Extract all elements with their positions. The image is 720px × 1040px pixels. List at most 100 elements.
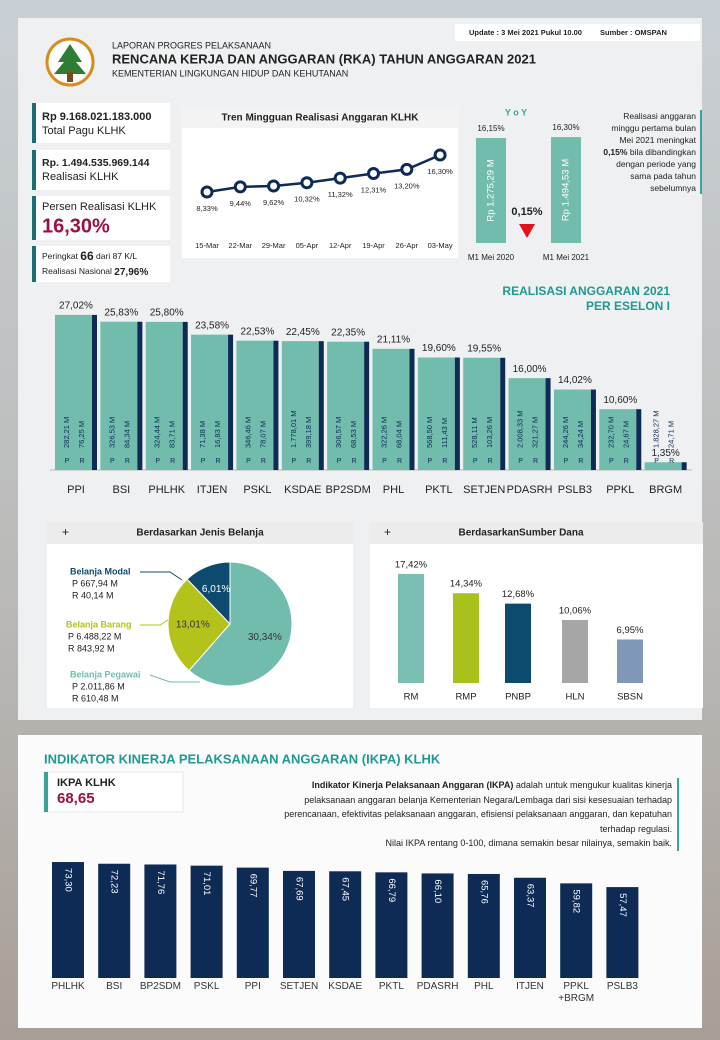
bar — [52, 862, 84, 978]
pagu-label: 2.008,33 M — [516, 410, 525, 448]
bar — [553, 389, 591, 470]
x-tick-label: 12-Apr — [329, 241, 352, 250]
realisasi-label: 16,83 M — [213, 421, 222, 448]
value-label: 73,30 — [62, 868, 73, 892]
value-label: 10,06% — [559, 606, 592, 617]
bar — [236, 340, 274, 470]
bar — [329, 871, 362, 978]
source-panel — [370, 522, 703, 708]
realisasi-letter: R — [669, 458, 674, 465]
realisasi-label: R 843,92 M — [68, 643, 115, 653]
x-tick-label: PHL — [383, 484, 404, 496]
bar — [281, 341, 319, 470]
bar — [398, 573, 424, 683]
x-tick-label: PPKL — [606, 484, 634, 496]
realisasi-letter: R — [624, 458, 629, 465]
value-label: 19,60% — [422, 343, 456, 354]
pagu-letter: P — [201, 458, 206, 465]
realisasi-label: 111,43 M — [440, 418, 449, 448]
note-text: bila dibandingkan dengan periode yang sa… — [616, 147, 696, 193]
ikpa-score: 68,65 — [57, 790, 95, 807]
x-tick-label: RM — [404, 692, 419, 703]
ikpa-label: IKPA KLHK — [57, 777, 116, 789]
x-tick-label: SETJEN — [279, 981, 319, 992]
realisasi-letter: R — [125, 458, 130, 465]
bar-shadow — [273, 340, 279, 470]
bar-shadow — [500, 357, 506, 470]
value-label: 69,77 — [247, 874, 258, 898]
value-label: 63,37 — [524, 884, 535, 908]
bar — [551, 137, 581, 243]
bar-shadow — [454, 357, 460, 470]
pagu-label: 1.778,01 M — [289, 410, 298, 448]
bar — [327, 341, 365, 470]
value-label: 72,23 — [109, 870, 120, 894]
value-label: 21,11% — [377, 334, 410, 345]
yoy-change: 0,15% — [511, 206, 542, 218]
x-tick-label: 22-Mar — [228, 241, 252, 250]
bar-shadow — [182, 321, 188, 470]
value-label: 16,30% — [552, 123, 579, 132]
pagu-label: 528,11 M — [470, 417, 479, 448]
realisasi-label: 68,53 M — [349, 421, 358, 448]
trend-title: Tren Mingguan Realisasi Anggaran KLHK — [222, 113, 420, 124]
value-label: 12,68% — [502, 589, 535, 600]
value-label: 16,00% — [513, 364, 547, 375]
x-tick-label: KSDAE — [328, 981, 363, 992]
x-tick-label: SBSN — [617, 692, 643, 703]
persen-value: 16,30% — [42, 215, 110, 237]
value-label: 19,55% — [467, 343, 501, 354]
value-label: 8,33% — [196, 204, 218, 213]
x-tick-label: PHLHK — [148, 484, 185, 496]
trend-panel — [182, 108, 458, 258]
pie-title: Berdasarkan Jenis Belanja — [136, 528, 264, 539]
x-tick-label: PKTL — [425, 484, 453, 496]
pagu-label: 282,21 M — [62, 417, 71, 448]
bar-shadow — [364, 341, 370, 470]
bar — [190, 865, 223, 978]
x-tick-label: BP2SDM — [326, 484, 371, 496]
value-label: 10,60% — [603, 395, 637, 406]
value-label: 71,76 — [155, 870, 166, 894]
bar-shadow — [137, 321, 143, 470]
bar — [599, 409, 637, 470]
source-title: BerdasarkanSumber Dana — [458, 528, 583, 539]
realisasi-label: 76,25 M — [77, 421, 86, 448]
realisasi-letter: R — [352, 458, 357, 465]
kicker: LAPORAN PROGRES PELAKSANAAN — [112, 40, 271, 50]
value-label: 25,80% — [150, 308, 184, 319]
bar-shadow — [545, 378, 551, 470]
national-label: Realisasi Nasional — [42, 266, 112, 276]
yoy-note: Realisasi anggaran minggu pertama bulan … — [598, 110, 702, 194]
desc-note: Nilai IKPA rentang 0-100, dimana semakin… — [385, 838, 672, 848]
connector — [149, 674, 200, 683]
rank-prefix: Peringkat — [42, 251, 79, 261]
realisasi-label: 34,24 M — [576, 421, 585, 448]
value-label: 59,82 — [571, 889, 582, 913]
bar — [505, 603, 531, 683]
x-tick-label: PPI — [67, 484, 85, 496]
pagu-label: 326,53 M — [107, 417, 116, 448]
value-label: 27,02% — [59, 301, 93, 312]
pagu-letter: P — [110, 458, 115, 465]
x-tick-label: PHLHK — [51, 981, 85, 992]
trend-header — [182, 108, 458, 128]
value-label: 67,45 — [340, 877, 351, 901]
value-label: 23,58% — [195, 320, 229, 331]
realisasi-letter: R — [533, 458, 538, 465]
value-label: 13,20% — [394, 181, 420, 190]
rank-suffix: dari 87 K/L — [96, 251, 137, 261]
cards — [32, 103, 170, 282]
bar — [236, 867, 269, 978]
pie-header — [47, 522, 353, 544]
realisasi-label: 399,18 M — [304, 417, 313, 448]
pagu-label: 1.828,27 M — [652, 410, 661, 448]
x-tick-label: SETJEN — [463, 484, 505, 496]
connector — [140, 571, 183, 581]
bar-shadow — [92, 314, 97, 470]
pagu-label: 244,26 M — [561, 417, 570, 448]
bar — [55, 314, 92, 470]
desc-text: adalah untuk mengukur kualitas kinerja p… — [284, 780, 672, 834]
realisasi-value: Rp. 1.494.535.969.144 — [42, 157, 150, 169]
